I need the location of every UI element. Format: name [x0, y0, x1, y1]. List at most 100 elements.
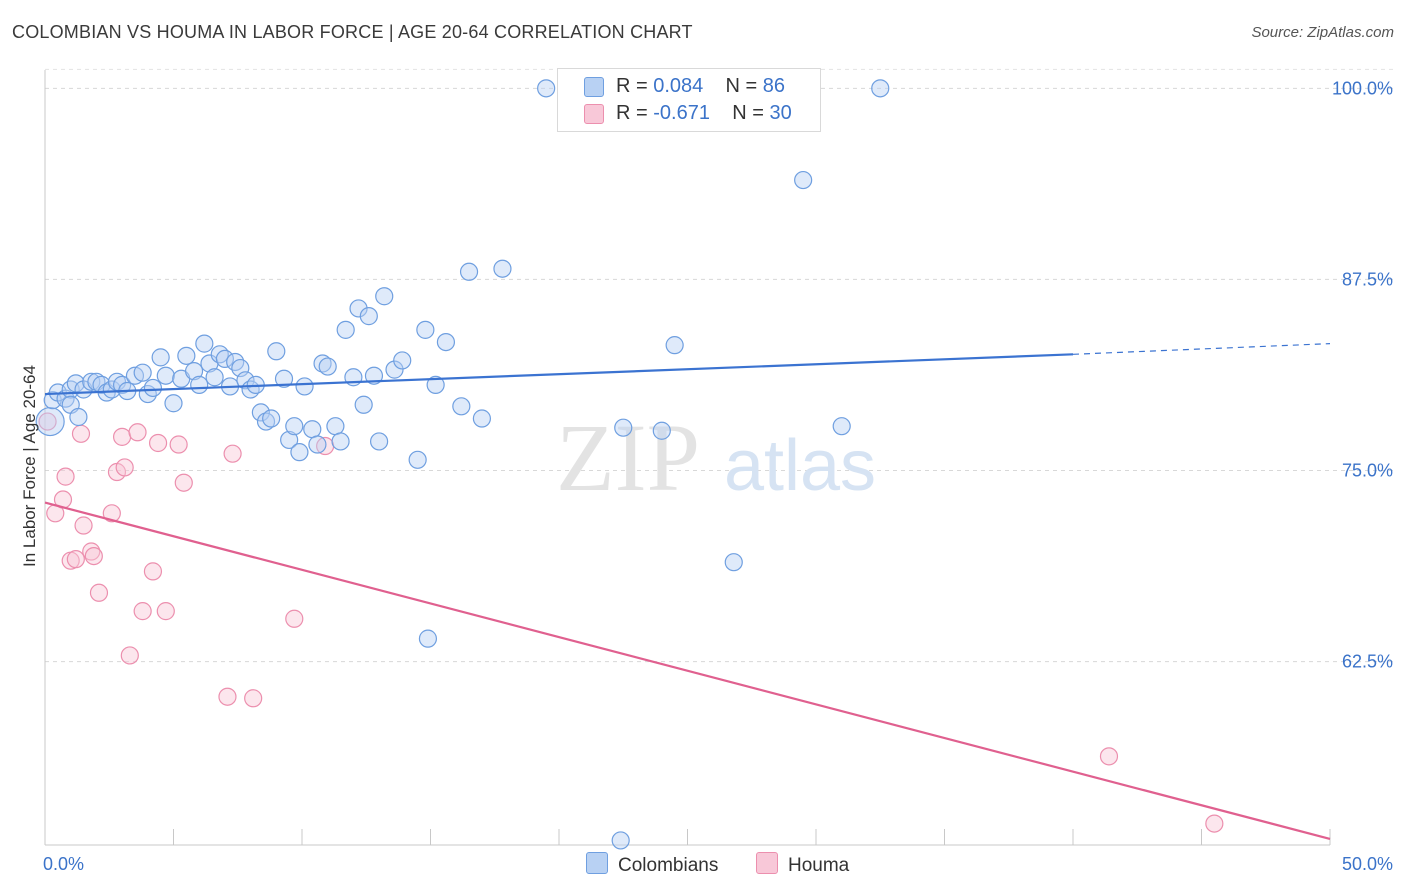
colombians-point	[290, 443, 309, 462]
legend-n-label: N =	[725, 75, 758, 97]
colombians-point	[614, 418, 633, 437]
trendlines	[44, 343, 1331, 840]
tick-labels: 62.5% 75.0% 87.5% 100.0% 0.0% 50.0%	[43, 78, 1393, 874]
colombians-point	[190, 375, 209, 394]
colombians-point	[143, 378, 163, 398]
colombians-swatch-icon	[584, 77, 604, 97]
colombians-point	[205, 368, 224, 387]
colombians-point	[436, 332, 456, 352]
colombians-point	[184, 362, 204, 381]
colombians-point	[493, 259, 512, 278]
houma-point	[89, 583, 109, 602]
axes	[44, 70, 1331, 846]
colombians-point	[133, 363, 152, 382]
houma-point	[102, 504, 121, 523]
colombians-point	[724, 553, 743, 572]
colombians-point	[35, 406, 65, 437]
colombians-point	[251, 403, 270, 422]
houma-point	[115, 458, 134, 477]
colombians-point	[69, 407, 88, 427]
colombians-point	[285, 417, 304, 436]
houma-point	[112, 427, 132, 446]
houma-points	[38, 412, 1224, 833]
colombians-point	[537, 79, 556, 98]
legend-n-value: 86	[762, 75, 786, 97]
houma-legend-icon	[756, 852, 778, 874]
colombians-point	[370, 432, 389, 451]
colombians-point	[452, 397, 471, 416]
colombians-point	[359, 307, 378, 326]
y-tick-label: 75.0%	[1342, 460, 1393, 480]
colombians-point	[426, 375, 445, 394]
houma-point	[169, 435, 188, 454]
colombians-point	[416, 320, 435, 339]
houma-swatch-icon	[584, 104, 604, 124]
colombians-point	[274, 369, 294, 388]
legend-r-value: 0.084	[653, 75, 704, 97]
colombians-legend-icon	[586, 852, 608, 874]
colombians-point	[280, 430, 299, 450]
colombians-point	[308, 435, 327, 454]
colombians-point	[611, 831, 630, 850]
colombians-point	[151, 348, 170, 367]
source-credit: Source: ZipAtlas.com	[1251, 24, 1394, 41]
houma-point	[156, 602, 175, 621]
colombians-point	[364, 366, 384, 385]
colombians-point	[82, 372, 101, 391]
houma-point	[38, 412, 57, 431]
houma-trendline	[44, 501, 1331, 840]
houma-point	[74, 516, 93, 535]
legend-r-value: -0.671	[653, 102, 710, 124]
colombians-point	[236, 371, 255, 390]
houma-point	[148, 433, 168, 453]
houma-point	[223, 444, 242, 463]
colombians-point	[215, 349, 234, 369]
colombians-point	[665, 336, 684, 355]
legend-n-label: N =	[732, 102, 764, 124]
colombians-point	[408, 450, 427, 469]
bottom-legend-colombians: Colombians	[586, 852, 718, 877]
colombians-point	[195, 334, 214, 353]
legend-colombians-label: Colombians	[618, 855, 719, 876]
colombians-point	[354, 395, 373, 414]
chart-title: COLOMBIAN VS HOUMA IN LABOR FORCE | AGE …	[12, 22, 693, 42]
colombians-point	[267, 342, 286, 361]
y-tick-label: 87.5%	[1342, 269, 1393, 289]
legend-n-value: 30	[769, 102, 792, 124]
zipatlas-watermark: ZIP atlas	[556, 404, 876, 511]
houma-point	[84, 546, 103, 566]
colombians-trendline	[44, 353, 1074, 396]
houma-point	[56, 467, 75, 486]
houma-point	[1205, 814, 1224, 833]
legend-r-label: R =	[616, 102, 648, 124]
houma-point	[285, 609, 304, 628]
colombians-point	[303, 420, 322, 439]
houma-point	[71, 424, 91, 443]
colombians-point	[164, 394, 183, 413]
houma-point	[1099, 747, 1119, 766]
colombians-trendline-extension	[1072, 343, 1331, 355]
colombians-point	[156, 366, 175, 385]
colombians-point	[262, 409, 281, 428]
legend-r-label: R =	[616, 75, 648, 97]
watermark-zip: ZIP	[556, 404, 700, 511]
colombians-point	[459, 262, 479, 281]
colombians-point	[318, 357, 337, 376]
houma-point	[128, 423, 147, 442]
y-tick-label: 100.0%	[1332, 78, 1393, 98]
colombians-point	[256, 412, 276, 431]
colombians-point	[375, 287, 394, 306]
colombians-point	[472, 409, 491, 428]
x-tick-label: 50.0%	[1342, 854, 1393, 874]
colombians-point	[336, 320, 355, 339]
stats-legend: R = 0.084 N = 86 R = -0.671 N = 30	[557, 68, 821, 132]
colombians-point	[652, 421, 671, 440]
houma-point	[174, 473, 193, 492]
colombians-point	[871, 79, 890, 98]
colombians-point	[418, 629, 438, 648]
houma-point	[66, 550, 85, 569]
y-axis-label: In Labor Force | Age 20-64	[20, 365, 39, 567]
bottom-legend-houma: Houma	[756, 852, 849, 877]
watermark-atlas: atlas	[724, 426, 876, 506]
colombians-point	[794, 170, 813, 190]
